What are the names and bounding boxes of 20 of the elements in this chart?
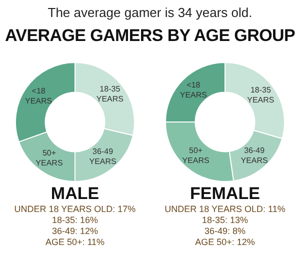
text: UNDER 18 YEARS OLD: 11% xyxy=(164,204,286,215)
text: UNDER 18 YEARS OLD: 17% xyxy=(13,204,137,215)
slice-label: 50+ YEARS xyxy=(36,148,63,168)
slice-label: <18 YEARS xyxy=(25,86,52,106)
slice-label: 18-35 YEARS xyxy=(247,85,274,104)
text: 18-35: 16% xyxy=(50,215,100,226)
slice-label: <18 YEARS xyxy=(180,80,208,100)
text: FEMALE xyxy=(189,184,261,204)
text: 36-49: 8% xyxy=(203,226,247,237)
text: AGE 50+: 12% xyxy=(194,237,256,248)
text: MALE xyxy=(50,184,100,204)
slice-label: 18-35 YEARS xyxy=(96,84,124,104)
slice-label: 50+ YEARS xyxy=(182,146,210,165)
slice-label: 36-49 YEARS xyxy=(89,147,116,166)
text: 36-49: 12% xyxy=(50,226,100,237)
text: 18-35: 13% xyxy=(200,215,250,226)
text: AGE 50+: 11% xyxy=(44,237,106,248)
text: AVERAGE GAMERS BY AGE GROUP xyxy=(4,26,296,46)
text: The average gamer is 34 years old. xyxy=(46,5,254,20)
slice-label: 36-49 YEARS xyxy=(240,146,268,165)
